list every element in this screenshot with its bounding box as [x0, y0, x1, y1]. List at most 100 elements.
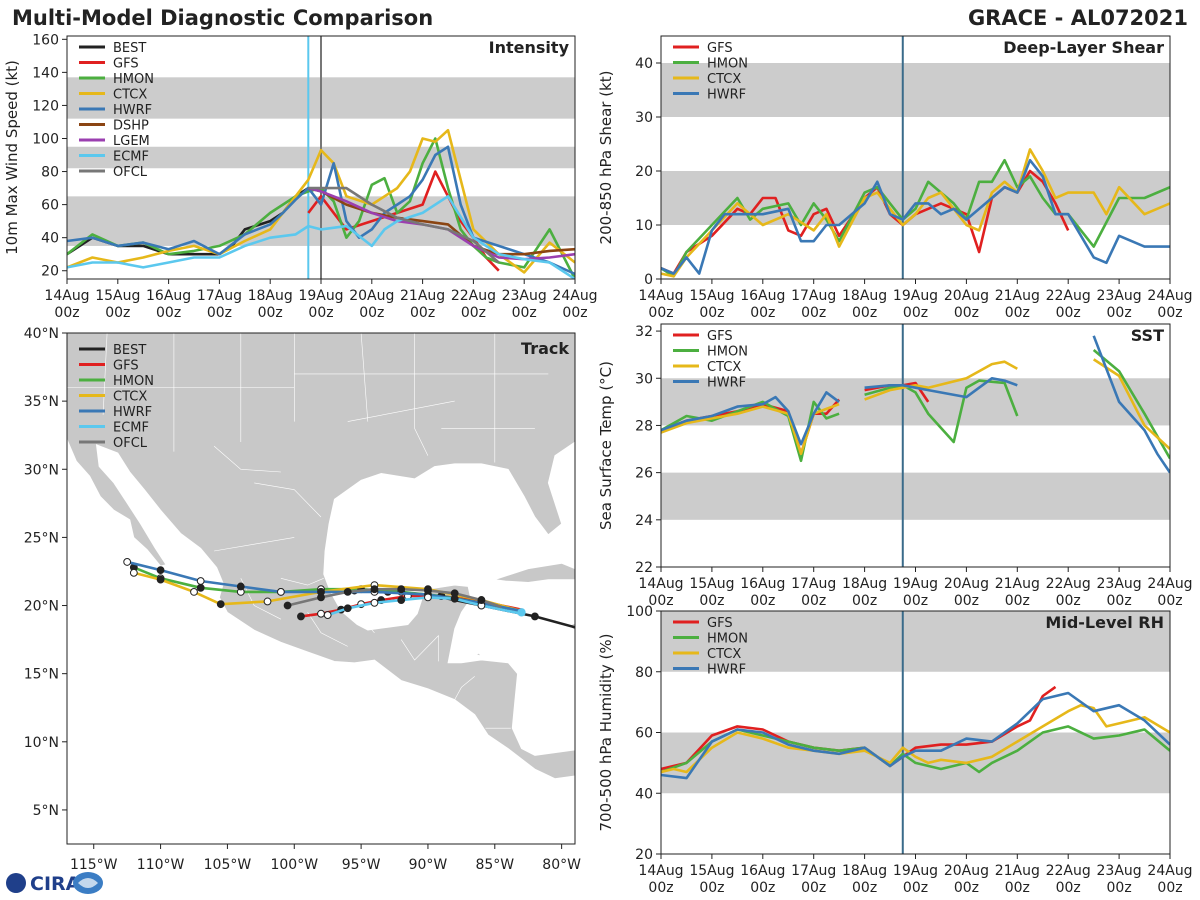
bay-islands-land-shape — [475, 652, 483, 657]
y-tick-label: 40 — [41, 231, 59, 247]
x-tick-label-hour: 00z — [903, 880, 928, 896]
track-point-ofcl — [397, 585, 406, 594]
legend-label-ctcx: CTCX — [707, 72, 741, 87]
political-border-17 — [102, 333, 108, 415]
political-border-6 — [338, 591, 375, 633]
legend-label-hwrf: HWRF — [707, 88, 746, 103]
x-tick-label-hour: 00z — [359, 305, 384, 321]
series-line-dshp — [307, 186, 575, 256]
x-tick-label-date: 22Aug — [451, 288, 496, 304]
x-tick-label-date: 18Aug — [842, 288, 887, 304]
x-tick-label-date: 14Aug — [638, 288, 683, 304]
x-tick-label-hour: 00z — [648, 880, 673, 896]
track-point-ofcl — [317, 593, 325, 602]
track-point-ctcx — [263, 597, 272, 606]
series-group — [661, 148, 1170, 278]
x-tick-label-date: 15Aug — [689, 863, 734, 879]
x-tick-label-date: 23Aug — [1097, 863, 1142, 879]
x-tick-label-date: 20Aug — [944, 288, 989, 304]
x-tick-label-date: 23Aug — [1097, 576, 1142, 592]
x-tick-label-hour: 00z — [750, 593, 775, 609]
storm-id: GRACE - AL072021 — [968, 6, 1188, 30]
track-point-ecmf — [424, 593, 432, 602]
legend-label-gfs: GFS — [113, 359, 139, 374]
x-tick-label-date: 16Aug — [146, 288, 191, 304]
y-tick-label: 60 — [635, 726, 653, 742]
series-line-hmon — [661, 725, 1170, 774]
x-tick-label-hour: 00z — [1107, 593, 1132, 609]
y-tick-label: 0 — [644, 272, 653, 288]
track-point-ofcl — [477, 596, 486, 604]
legend-label-hwrf: HWRF — [707, 663, 746, 678]
x-tick-label-hour: 00z — [1107, 880, 1132, 896]
legend-label-gfs: GFS — [707, 329, 733, 344]
series-line-hwrf — [661, 335, 1170, 474]
lon-tick-label: 90°W — [409, 857, 448, 873]
y-tick-label: 80 — [635, 665, 653, 681]
legend-label-ofcl: OFCL — [113, 436, 148, 451]
lon-tick-label: 80°W — [542, 857, 581, 873]
series-line-hwrf — [661, 158, 1170, 275]
lat-tick-label: 25°N — [24, 530, 59, 546]
y-tick-label: 140 — [32, 65, 59, 81]
panel-title: Track — [521, 339, 569, 358]
y-tick-label: 30 — [635, 110, 653, 126]
x-tick-label-date: 19Aug — [298, 288, 343, 304]
track-point-hwrf — [156, 566, 165, 575]
x-tick-label-date: 23Aug — [1097, 288, 1142, 304]
lat-tick-label: 15°N — [24, 667, 59, 683]
track-point-hmon — [196, 583, 205, 592]
track-point-ecmf — [370, 598, 379, 607]
intensity-panel: 2040608010012014016014Aug00z15Aug00z16Au… — [3, 32, 598, 321]
x-tick-label-date: 18Aug — [842, 576, 887, 592]
y-axis-label: 700-500 hPa Humidity (%) — [597, 633, 615, 831]
figure-title: Multi-Model Diagnostic Comparison — [12, 6, 433, 30]
x-tick-label-hour: 00z — [903, 593, 928, 609]
lat-tick-label: 35°N — [24, 394, 59, 410]
cira-logo: CIRA — [6, 872, 103, 895]
track-point-hwrf — [123, 558, 132, 566]
lon-tick-label: 100°W — [270, 857, 318, 873]
political-border-1 — [213, 445, 281, 473]
track-point-hwrf — [196, 577, 205, 585]
legend-label-hmon: HMON — [707, 632, 748, 647]
x-tick-label-hour: 00z — [750, 305, 775, 321]
legend-label-hwrf: HWRF — [113, 405, 152, 420]
x-tick-label-date: 15Aug — [95, 288, 140, 304]
x-tick-label-hour: 00z — [1157, 880, 1182, 896]
series-group — [67, 128, 575, 279]
x-tick-label-date: 18Aug — [248, 288, 293, 304]
track-point-ctcx — [216, 600, 225, 609]
map-frame — [66, 332, 576, 845]
x-tick-label-hour: 00z — [699, 305, 724, 321]
y-tick-label: 22 — [635, 560, 653, 576]
political-border-12 — [414, 333, 429, 456]
x-tick-label-hour: 00z — [207, 305, 232, 321]
legend-label-gfs: GFS — [707, 616, 733, 631]
land-group — [67, 333, 575, 780]
y-axis-label: 10m Max Wind Speed (kt) — [3, 60, 21, 255]
y-tick-label: 32 — [635, 324, 653, 340]
lat-tick-label: 10°N — [24, 735, 59, 751]
track-point-ecmf — [397, 596, 406, 604]
x-tick-label-hour: 00z — [852, 305, 877, 321]
y-tick-label: 26 — [635, 466, 653, 482]
track-point-ofcl — [343, 588, 352, 596]
series-line-ctcx — [661, 703, 1170, 774]
political-border-13 — [360, 333, 369, 422]
lat-tick-label: 5°N — [33, 803, 59, 819]
series-group — [661, 685, 1170, 780]
y-tick-label: 28 — [635, 418, 653, 434]
x-tick-label-hour: 00z — [1005, 305, 1030, 321]
x-tick-label-date: 18Aug — [842, 863, 887, 879]
x-tick-label-hour: 00z — [1056, 593, 1081, 609]
legend-label-ctcx: CTCX — [113, 88, 147, 103]
lon-tick-label: 110°W — [137, 857, 185, 873]
x-tick-label-date: 23Aug — [502, 288, 547, 304]
y-tick-label: 30 — [635, 371, 653, 387]
panel-title: Deep-Layer Shear — [1003, 38, 1164, 57]
track-point-ecmf — [343, 604, 352, 613]
